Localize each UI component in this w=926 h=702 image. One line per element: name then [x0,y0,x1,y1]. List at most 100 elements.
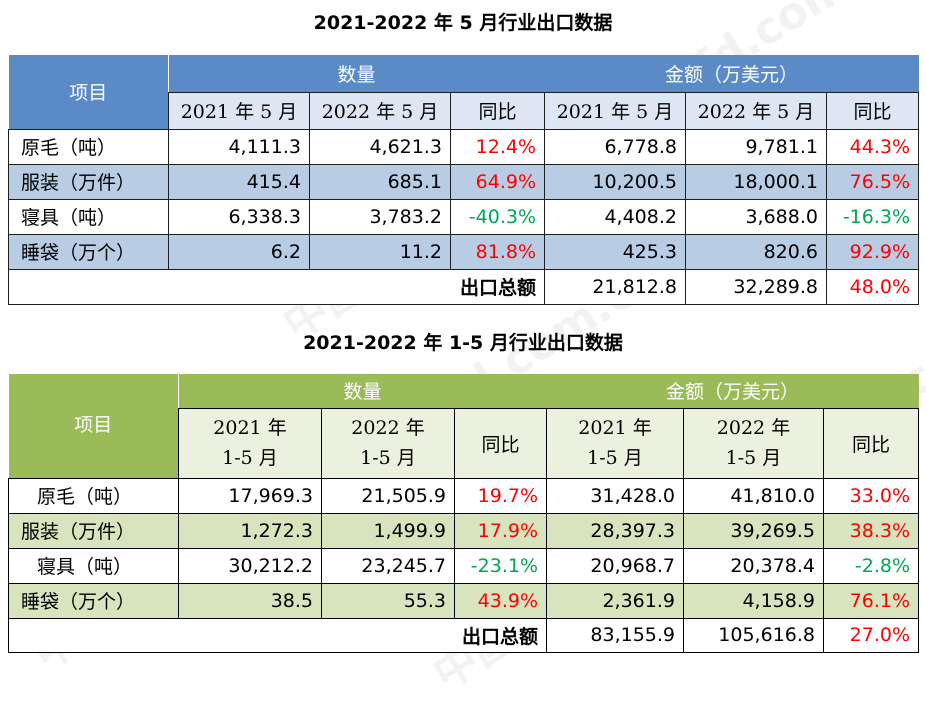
col-header: 2022 年 1-5 月 [321,407,455,479]
col-header: 同比 [454,407,547,479]
total-value: 21,812.8 [544,268,686,305]
cell-yoy: 17.9% [454,512,547,549]
col-header-line: 2021 年 [213,417,287,439]
cell-value: 685.1 [309,163,451,200]
item-header: 项目 [8,55,169,129]
col-header: 2021 年 5 月 [544,91,686,130]
cell-value: 10,200.5 [544,163,686,200]
cell-yoy: 38.3% [822,512,920,549]
col-header: 同比 [450,91,545,130]
cell-yoy: -40.3% [450,198,545,235]
col-header-line: 2021 年 [578,417,652,439]
col-header-line: 1-5 月 [725,447,782,469]
cell-yoy: 33.0% [822,477,920,514]
cell-yoy: 19.7% [454,477,547,514]
cell-yoy: -16.3% [825,198,920,235]
cell-value: 415.4 [168,163,310,200]
cell-value: 39,269.5 [683,512,824,549]
cell-value: 55.3 [321,582,455,619]
cell-yoy: 76.5% [825,163,920,200]
col-header-line: 1-5 月 [360,447,416,469]
cell-value: 30,212.2 [178,547,322,584]
col-header: 2021 年 1-5 月 [546,407,684,479]
col-header-line: 2022 年 [351,417,425,439]
cell-yoy: -2.8% [822,547,920,584]
cell-value: 4,111.3 [168,128,310,165]
table2-title: 2021-2022 年 1-5 月行业出口数据 [303,332,623,354]
total-value: 83,155.9 [546,617,684,653]
row-label: 原毛（吨） [8,128,169,165]
total-value: 32,289.8 [685,268,827,305]
cell-yoy: 44.3% [825,128,920,165]
table-row: 服装（万件） 415.4 685.1 64.9% 10,200.5 18,000… [8,163,920,200]
cell-value: 41,810.0 [683,477,824,514]
row-label: 服装（万件） [8,163,169,200]
amount-group-header: 金额（万美元） [544,55,919,92]
cell-value: 21,505.9 [321,477,455,514]
table2: 项目 数量 金额（万美元） 2021 年 1-5 月 2022 年 1-5 月 … [8,374,920,653]
table1-title: 2021-2022 年 5 月行业出口数据 [313,12,613,34]
col-header: 同比 [822,407,920,479]
cell-value: 17,969.3 [178,477,322,514]
row-label: 原毛（吨） [8,477,179,514]
cell-value: 4,621.3 [309,128,451,165]
cell-value: 20,378.4 [683,547,824,584]
cell-value: 1,499.9 [321,512,455,549]
row-label: 睡袋（万个） [8,582,179,619]
row-label: 寝具（吨） [8,198,169,235]
total-value: 105,616.8 [683,617,824,653]
col-header-line: 1-5 月 [222,447,278,469]
amount-group-header: 金额（万美元） [546,374,919,408]
cell-value: 6.2 [168,233,310,270]
col-header: 同比 [825,91,920,130]
total-label: 出口总额 [8,617,547,653]
cell-value: 6,778.8 [544,128,686,165]
cell-yoy: 43.9% [454,582,547,619]
quantity-group-header: 数量 [178,374,547,408]
quantity-group-header: 数量 [168,55,545,92]
cell-value: 20,968.7 [546,547,684,584]
col-header-line: 1-5 月 [587,447,643,469]
table-row: 寝具（吨） 30,212.2 23,245.7 -23.1% 20,968.7 … [8,547,920,584]
total-label: 出口总额 [8,268,545,305]
table-row: 原毛（吨） 4,111.3 4,621.3 12.4% 6,778.8 9,78… [8,128,920,165]
total-yoy: 48.0% [825,268,920,305]
cell-value: 23,245.7 [321,547,455,584]
total-row: 出口总额 83,155.9 105,616.8 27.0% [8,617,920,653]
col-header: 2021 年 5 月 [168,91,310,130]
table1: 项目 数量 金额（万美元） 2021 年 5 月 2022 年 5 月 同比 2… [8,55,920,305]
item-header: 项目 [8,374,179,478]
total-row: 出口总额 21,812.8 32,289.8 48.0% [8,268,920,305]
table-row: 服装（万件） 1,272.3 1,499.9 17.9% 28,397.3 39… [8,512,920,549]
cell-value: 425.3 [544,233,686,270]
cell-value: 28,397.3 [546,512,684,549]
col-header: 2022 年 5 月 [685,91,827,130]
cell-yoy: 81.8% [450,233,545,270]
cell-value: 1,272.3 [178,512,322,549]
cell-value: 3,688.0 [685,198,827,235]
cell-value: 11.2 [309,233,451,270]
col-header-line: 2022 年 [716,417,791,439]
cell-yoy: 76.1% [822,582,920,619]
cell-value: 2,361.9 [546,582,684,619]
col-header: 2022 年 5 月 [309,91,451,130]
table-row: 睡袋（万个） 6.2 11.2 81.8% 425.3 820.6 92.9% [8,233,920,270]
cell-value: 31,428.0 [546,477,684,514]
table-row: 原毛（吨） 17,969.3 21,505.9 19.7% 31,428.0 4… [8,477,920,514]
cell-value: 820.6 [685,233,827,270]
cell-value: 6,338.3 [168,198,310,235]
cell-value: 4,408.2 [544,198,686,235]
col-header: 2022 年 1-5 月 [683,407,824,479]
cell-value: 9,781.1 [685,128,827,165]
row-label: 睡袋（万个） [8,233,169,270]
cell-value: 3,783.2 [309,198,451,235]
table-row: 寝具（吨） 6,338.3 3,783.2 -40.3% 4,408.2 3,6… [8,198,920,235]
col-header: 2021 年 1-5 月 [178,407,322,479]
cell-yoy: -23.1% [454,547,547,584]
table-row: 睡袋（万个） 38.5 55.3 43.9% 2,361.9 4,158.9 7… [8,582,920,619]
row-label: 寝具（吨） [8,547,179,584]
cell-value: 4,158.9 [683,582,824,619]
cell-yoy: 92.9% [825,233,920,270]
cell-value: 38.5 [178,582,322,619]
cell-value: 18,000.1 [685,163,827,200]
